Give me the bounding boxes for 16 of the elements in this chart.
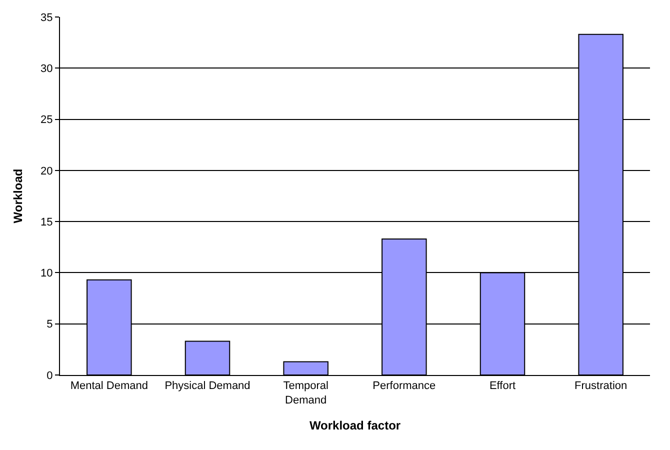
x-tick-label: Temporal Demand bbox=[283, 380, 328, 406]
y-tick-label: 30 bbox=[40, 62, 53, 75]
x-axis-title: Workload factor bbox=[309, 418, 401, 432]
y-axis-title: Workload bbox=[10, 168, 25, 224]
x-tick-label: Physical Demand bbox=[164, 380, 250, 392]
x-tick-label: Performance bbox=[372, 380, 436, 392]
x-tick-label: Effort bbox=[489, 380, 516, 392]
x-tick-label: Frustration bbox=[574, 380, 628, 392]
y-tick-label: 0 bbox=[46, 370, 53, 382]
y-tick-label: 15 bbox=[40, 216, 53, 228]
y-tick-label: 5 bbox=[46, 318, 53, 331]
y-tick-label: 35 bbox=[40, 12, 53, 24]
y-tick-label: 25 bbox=[40, 114, 53, 126]
y-tick-label: 10 bbox=[40, 268, 53, 280]
x-tick-label: Mental Demand bbox=[70, 380, 148, 392]
y-tick-label: 20 bbox=[40, 165, 53, 178]
